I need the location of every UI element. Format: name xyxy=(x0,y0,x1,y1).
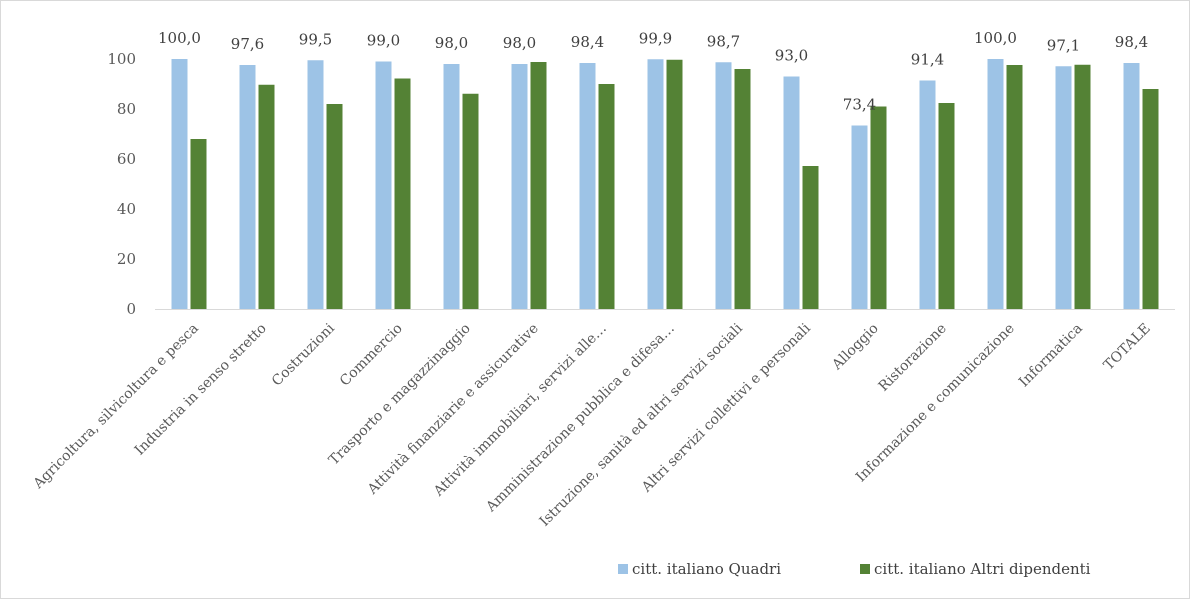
data-label: 98,0 xyxy=(503,34,536,52)
data-label: 99,9 xyxy=(639,29,672,47)
bar-altri-dipendenti xyxy=(938,103,955,309)
bar-altri-dipendenti xyxy=(462,93,479,309)
data-label: 97,1 xyxy=(1047,36,1080,54)
data-label: 98,4 xyxy=(571,33,604,51)
legend-swatch xyxy=(618,564,628,574)
data-label: 97,6 xyxy=(231,35,264,53)
bar-quadri xyxy=(443,64,460,309)
y-tick-label: 20 xyxy=(117,250,136,268)
bar-altri-dipendenti xyxy=(394,78,411,309)
legend-swatch xyxy=(860,564,870,574)
y-tick-label: 0 xyxy=(126,300,136,318)
y-axis: 0 20 40 60 80 100 xyxy=(107,50,136,318)
bar-altri-dipendenti xyxy=(1142,89,1159,309)
bar-quadri xyxy=(579,63,596,309)
legend-item-quadri: citt. italiano Quadri xyxy=(632,560,781,578)
bar-altri-dipendenti xyxy=(734,69,751,309)
bar-quadri xyxy=(511,64,528,309)
data-label: 73,4 xyxy=(843,96,876,114)
y-tick-label: 100 xyxy=(107,50,136,68)
bar-quadri xyxy=(851,125,868,309)
bar-quadri xyxy=(1123,63,1140,309)
data-label: 100,0 xyxy=(158,29,201,47)
y-tick-label: 60 xyxy=(117,150,136,168)
data-label: 93,0 xyxy=(775,47,808,65)
bar-altri-dipendenti xyxy=(870,106,887,309)
data-label: 99,0 xyxy=(367,32,400,50)
bars xyxy=(171,59,1159,309)
bar-altri-dipendenti xyxy=(802,166,819,309)
data-label: 91,4 xyxy=(911,51,944,69)
bar-altri-dipendenti xyxy=(530,62,547,309)
data-label: 98,4 xyxy=(1115,33,1148,51)
bar-quadri xyxy=(239,65,256,309)
bar-altri-dipendenti xyxy=(190,139,207,309)
data-labels: 100,0 97,6 99,5 99,0 98,0 98,0 98,4 99,9 98,7 93,… xyxy=(158,29,1148,114)
bar-quadri xyxy=(715,62,732,309)
data-label: 98,0 xyxy=(435,34,468,52)
y-tick-label: 40 xyxy=(117,200,136,218)
legend-item-altri-dipendenti: citt. italiano Altri dipendenti xyxy=(874,560,1091,578)
bar-quadri xyxy=(171,59,188,309)
bar-quadri xyxy=(647,59,664,309)
bar-altri-dipendenti xyxy=(598,84,615,309)
data-label: 98,7 xyxy=(707,32,740,50)
bar-quadri xyxy=(375,61,392,309)
bar-altri-dipendenti xyxy=(1074,64,1091,309)
bar-altri-dipendenti xyxy=(258,84,275,309)
bar-quadri xyxy=(783,76,800,309)
bar-altri-dipendenti xyxy=(1006,65,1023,309)
bar-quadri xyxy=(307,60,324,309)
y-tick-label: 80 xyxy=(117,100,136,118)
data-label: 100,0 xyxy=(974,29,1017,47)
bar-quadri xyxy=(987,59,1004,309)
bar-altri-dipendenti xyxy=(666,59,683,309)
bar-quadri xyxy=(919,80,936,309)
bar-quadri xyxy=(1055,66,1072,309)
bar-altri-dipendenti xyxy=(326,104,343,309)
data-label: 99,5 xyxy=(299,30,332,48)
legend: citt. italiano Quadri citt. italiano Altr… xyxy=(618,560,1091,578)
